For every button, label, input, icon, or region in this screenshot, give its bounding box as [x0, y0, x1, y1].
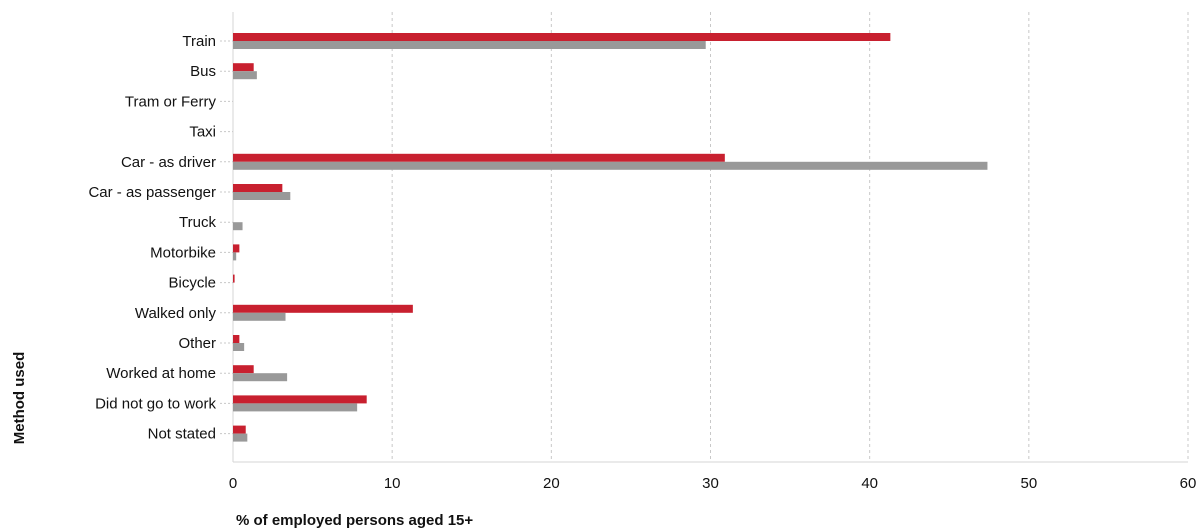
bar-series-1: [233, 304, 413, 313]
bar-series-1: [233, 63, 254, 72]
bar-series-2: [233, 71, 257, 80]
bar-series-2: [233, 433, 248, 442]
y-axis-title: Method used: [11, 352, 28, 445]
x-axis-title: % of employed persons aged 15+: [236, 512, 473, 529]
category-label: Taxi: [189, 124, 216, 141]
x-tick-labels: 0 10 20 30 40 50 60: [229, 475, 1197, 492]
bar-series-2: [233, 343, 245, 351]
bar-series-2: [233, 192, 291, 200]
category-label: Worked at home: [106, 365, 216, 382]
x-tick-label: 20: [543, 475, 560, 492]
bar-series-2: [233, 403, 358, 412]
bars: [233, 33, 988, 442]
category-label: Bicycle: [168, 275, 216, 292]
bar-series-1: [233, 33, 891, 41]
x-tick-label: 60: [1180, 475, 1197, 492]
category-label: Train: [182, 33, 216, 50]
category-label: Motorbike: [150, 244, 216, 261]
bar-series-1: [233, 184, 283, 192]
category-label: Not stated: [148, 426, 216, 443]
bar-series-2: [233, 252, 237, 261]
bar-series-2: [233, 161, 988, 170]
x-tick-label: 10: [384, 475, 401, 492]
bar-series-2: [233, 373, 288, 382]
bar-series-1: [233, 365, 254, 374]
bar-series-1: [233, 274, 235, 283]
category-label: Bus: [190, 63, 216, 80]
bar-series-2: [233, 312, 286, 321]
x-tick-label: 0: [229, 475, 237, 492]
category-label: Truck: [179, 214, 216, 231]
category-label: Tram or Ferry: [125, 93, 217, 110]
x-tick-label: 40: [861, 475, 878, 492]
category-labels: Train Bus Tram or Ferry Taxi Car - as driver…: [88, 33, 216, 443]
category-label: Car - as driver: [121, 154, 216, 171]
bar-series-2: [233, 41, 706, 49]
category-label: Walked only: [135, 305, 217, 322]
bar-series-1: [233, 335, 240, 343]
gridlines: [391, 12, 1189, 462]
bar-series-1: [233, 395, 367, 404]
x-tick-label: 50: [1020, 475, 1037, 492]
category-label: Did not go to work: [95, 395, 216, 412]
bar-series-2: [233, 222, 243, 231]
bar-series-1: [233, 153, 725, 162]
bar-series-1: [233, 425, 246, 434]
category-label: Other: [178, 335, 216, 352]
axes: [220, 12, 1188, 463]
x-tick-label: 30: [702, 475, 719, 492]
category-label: Car - as passenger: [88, 184, 216, 201]
bar-series-1: [233, 244, 240, 253]
